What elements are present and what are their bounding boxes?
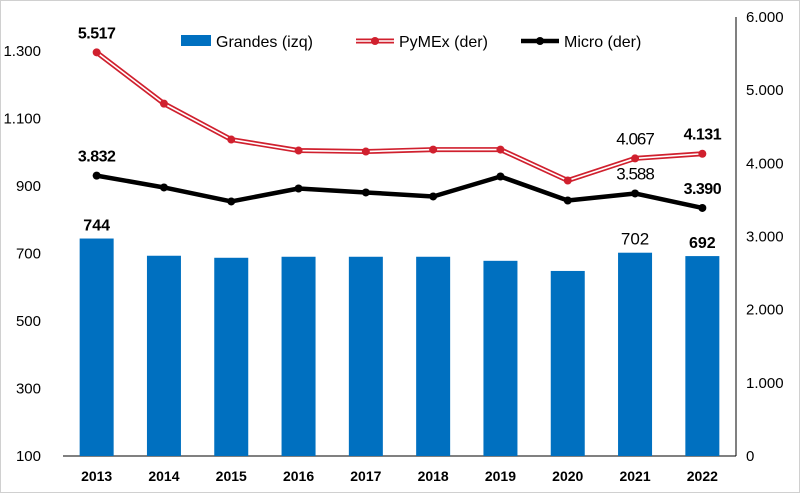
x-tick-label: 2013 [81, 468, 112, 484]
bar-2014 [146, 255, 181, 456]
legend-swatch-marker [536, 37, 544, 45]
point-2016 [294, 146, 303, 155]
data-label: 3.832 [78, 149, 116, 166]
point-2022 [698, 203, 707, 212]
bar-2019 [483, 260, 518, 456]
x-tick-label: 2016 [283, 468, 314, 484]
left-tick-label: 100 [16, 448, 41, 465]
bar-2016 [281, 256, 316, 456]
pymex-line-inner [96, 51, 703, 182]
data-label: 4.131 [684, 127, 722, 144]
point-2022 [698, 149, 707, 158]
bar-2018 [416, 256, 451, 456]
data-label: 744 [83, 218, 110, 235]
point-2020 [563, 176, 572, 185]
point-2013 [92, 48, 101, 57]
x-tick-label: 2021 [619, 468, 650, 484]
point-2019 [496, 172, 505, 181]
point-2015 [227, 197, 236, 206]
x-tick-label: 2018 [418, 468, 449, 484]
legend-label: Grandes (izq) [216, 34, 313, 51]
left-tick-label: 1.100 [3, 110, 41, 127]
x-tick-label: 2017 [350, 468, 381, 484]
point-2021 [631, 154, 640, 163]
point-2020 [563, 196, 572, 205]
data-label: 4.067 [616, 129, 654, 148]
legend-label: Micro (der) [564, 34, 641, 51]
x-tick-label: 2019 [485, 468, 516, 484]
right-tick-label: 1.000 [746, 375, 784, 392]
data-label: 702 [621, 230, 649, 249]
left-tick-label: 300 [16, 380, 41, 397]
bar-2015 [214, 257, 249, 456]
point-2021 [631, 189, 640, 198]
bar-2022 [685, 256, 720, 456]
legend-swatch-bar [181, 35, 211, 46]
point-2017 [361, 188, 370, 197]
right-tick-label: 5.000 [746, 82, 784, 99]
x-tick-label: 2020 [552, 468, 583, 484]
bar-2021 [618, 252, 653, 456]
point-2017 [361, 147, 370, 156]
point-2014 [159, 183, 168, 192]
left-tick-label: 500 [16, 313, 41, 330]
x-tick-label: 2015 [216, 468, 247, 484]
point-2018 [429, 145, 438, 154]
legend-label: PyMEx (der) [399, 34, 488, 51]
right-tick-label: 3.000 [746, 229, 784, 246]
bar-2013 [79, 238, 114, 456]
left-tick-label: 1.300 [3, 43, 41, 60]
data-label: 3.390 [684, 181, 722, 198]
x-tick-label: 2022 [687, 468, 718, 484]
x-tick-label: 2014 [148, 468, 179, 484]
right-tick-label: 0 [746, 448, 754, 465]
point-2014 [159, 99, 168, 108]
right-tick-label: 4.000 [746, 155, 784, 172]
left-tick-label: 900 [16, 178, 41, 195]
point-2013 [92, 171, 101, 180]
bar-2020 [550, 270, 585, 456]
data-label: 3.588 [616, 164, 654, 183]
right-tick-label: 2.000 [746, 302, 784, 319]
point-2016 [294, 184, 303, 193]
point-2019 [496, 145, 505, 154]
data-label: 5.517 [78, 25, 116, 42]
micro-line [96, 173, 703, 211]
left-tick-label: 700 [16, 245, 41, 262]
point-2015 [227, 135, 236, 144]
data-label: 692 [689, 235, 716, 252]
point-2018 [429, 192, 438, 201]
right-tick-label: 6.000 [746, 9, 784, 26]
bar-2017 [348, 256, 383, 456]
legend-swatch-marker [371, 37, 379, 45]
